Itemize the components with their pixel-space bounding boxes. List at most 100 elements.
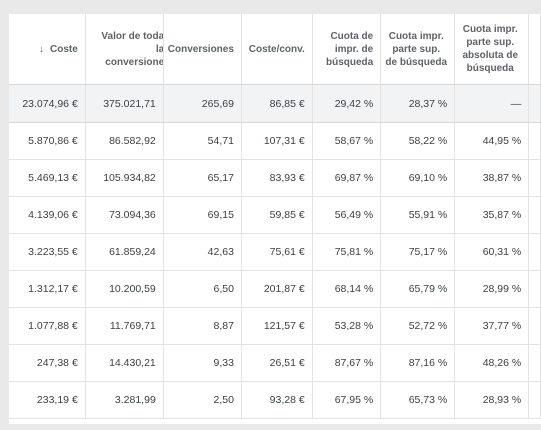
table-cell: 3.281,99 <box>85 381 164 419</box>
table-cell: 75,61 € <box>241 233 313 271</box>
table-cell: 68,14 % <box>312 270 382 308</box>
table-cell: 65,17 <box>163 159 242 197</box>
table-cell: 121,57 € <box>241 307 313 345</box>
table-cell: 1.312,17 € <box>9 270 86 308</box>
table-cell: 69,87 % <box>312 159 382 197</box>
table-row[interactable]: 1.312,17 € 10.200,59 6,50 201,87 € 68,14… <box>9 270 541 308</box>
table-cell: 52,72 % <box>380 307 456 345</box>
table-cell: 105.934,82 <box>85 159 164 197</box>
table-row[interactable]: 1.077,88 € 11.769,71 8,87 121,57 € 53,28… <box>9 307 541 345</box>
table-cell: 247,38 € <box>9 344 86 382</box>
table-cell: 61.859,24 <box>85 233 164 271</box>
column-header-label: Cuota impr. parte sup. absoluta de búsqu… <box>462 24 519 74</box>
table-cell: 67,95 % <box>312 381 382 419</box>
table-cell: 83,93 € <box>241 159 313 197</box>
total-cell: 23.074,96 € <box>9 84 86 123</box>
table-cell: 44,95 % <box>454 122 530 160</box>
table-cell: 87,67 % <box>312 344 382 382</box>
table-cell: 3.223,55 € <box>9 233 86 271</box>
edge-cell <box>528 122 541 160</box>
table-cell: 86.582,92 <box>85 122 164 160</box>
table-cell: 35,87 % <box>454 196 530 234</box>
table-cell: 53,28 % <box>312 307 382 345</box>
edge-cell <box>528 84 541 123</box>
total-cell: — <box>454 84 530 123</box>
column-header-coste[interactable]: ↓ Coste <box>9 14 86 85</box>
table-cell: 9,33 <box>163 344 242 382</box>
table-row[interactable]: 5.870,86 € 86.582,92 54,71 107,31 € 58,6… <box>9 122 541 160</box>
metrics-table-container: ↓ Coste Valor de todas las conversiones C… <box>9 14 541 424</box>
column-header-cuota-impr-busqueda[interactable]: Cuota de impr. de búsqueda <box>312 14 382 85</box>
table-cell: 93,28 € <box>241 381 313 419</box>
total-cell: 265,69 <box>163 84 242 123</box>
table-cell: 56,49 % <box>312 196 382 234</box>
table-cell: 65,73 % <box>380 381 456 419</box>
table-cell: 59,85 € <box>241 196 313 234</box>
table-cell: 26,51 € <box>241 344 313 382</box>
table-cell: 73.094,36 <box>85 196 164 234</box>
table-cell: 14.430,21 <box>85 344 164 382</box>
header-row: ↓ Coste Valor de todas las conversiones C… <box>9 14 541 85</box>
edge-cell <box>528 344 541 382</box>
total-cell: 28,37 % <box>380 84 456 123</box>
edge-cell <box>528 196 541 234</box>
edge-cell <box>528 381 541 419</box>
table-row[interactable]: 247,38 € 14.430,21 9,33 26,51 € 87,67 % … <box>9 344 541 382</box>
table-cell: 37,77 % <box>454 307 530 345</box>
table-cell: 58,67 % <box>312 122 382 160</box>
total-cell: 29,42 % <box>312 84 382 123</box>
metrics-table: ↓ Coste Valor de todas las conversiones C… <box>9 14 541 419</box>
column-header-cuota-impr-parte-sup[interactable]: Cuota impr. parte sup. de búsqueda <box>380 14 456 85</box>
table-cell: 2,50 <box>163 381 242 419</box>
table-cell: 38,87 % <box>454 159 530 197</box>
table-cell: 42,63 <box>163 233 242 271</box>
table-cell: 75,81 % <box>312 233 382 271</box>
table-row[interactable]: 233,19 € 3.281,99 2,50 93,28 € 67,95 % 6… <box>9 381 541 419</box>
column-header-conversiones[interactable]: Conversiones <box>163 14 242 85</box>
table-cell: 60,31 % <box>454 233 530 271</box>
edge-cell <box>528 159 541 197</box>
column-header-coste-conv[interactable]: Coste/conv. <box>241 14 313 85</box>
table-cell: 69,10 % <box>380 159 456 197</box>
table-cell: 201,87 € <box>241 270 313 308</box>
table-cell: 28,93 % <box>454 381 530 419</box>
table-cell: 69,15 <box>163 196 242 234</box>
table-cell: 5.469,13 € <box>9 159 86 197</box>
table-cell: 87,16 % <box>380 344 456 382</box>
table-row[interactable]: 5.469,13 € 105.934,82 65,17 83,93 € 69,8… <box>9 159 541 197</box>
edge-cell <box>528 307 541 345</box>
table-cell: 75,17 % <box>380 233 456 271</box>
total-cell: 86,85 € <box>241 84 313 123</box>
table-cell: 5.870,86 € <box>9 122 86 160</box>
table-cell: 48,26 % <box>454 344 530 382</box>
column-header-label: Valor de todas las conversiones <box>101 30 162 68</box>
table-cell: 65,79 % <box>380 270 456 308</box>
table-cell: 233,19 € <box>9 381 86 419</box>
column-header-next <box>528 14 541 85</box>
table-cell: 55,91 % <box>380 196 456 234</box>
table-cell: 107,31 € <box>241 122 313 160</box>
column-header-label: Cuota impr. parte sup. de búsqueda <box>385 30 448 68</box>
total-cell: 375.021,71 <box>85 84 164 123</box>
column-header-valor-conversiones[interactable]: Valor de todas las conversiones <box>85 14 164 85</box>
edge-cell <box>528 270 541 308</box>
table-cell: 4.139,06 € <box>9 196 86 234</box>
edge-cell <box>528 233 541 271</box>
table-row[interactable]: 3.223,55 € 61.859,24 42,63 75,61 € 75,81… <box>9 233 541 271</box>
total-row: 23.074,96 € 375.021,71 265,69 86,85 € 29… <box>9 84 541 123</box>
table-cell: 28,99 % <box>454 270 530 308</box>
sort-descending-icon: ↓ <box>38 43 44 55</box>
table-cell: 10.200,59 <box>85 270 164 308</box>
column-header-label: Cuota de impr. de búsqueda <box>326 30 374 68</box>
table-cell: 8,87 <box>163 307 242 345</box>
table-cell: 6,50 <box>163 270 242 308</box>
column-header-cuota-impr-parte-sup-absoluta[interactable]: Cuota impr. parte sup. absoluta de búsqu… <box>454 14 530 85</box>
column-header-label: Coste <box>49 43 78 55</box>
table-cell: 54,71 <box>163 122 242 160</box>
column-header-label: Coste/conv. <box>248 43 305 55</box>
table-cell: 58,22 % <box>380 122 456 160</box>
column-header-label: Conversiones <box>167 43 234 55</box>
table-cell: 1.077,88 € <box>9 307 86 345</box>
table-row[interactable]: 4.139,06 € 73.094,36 69,15 59,85 € 56,49… <box>9 196 541 234</box>
